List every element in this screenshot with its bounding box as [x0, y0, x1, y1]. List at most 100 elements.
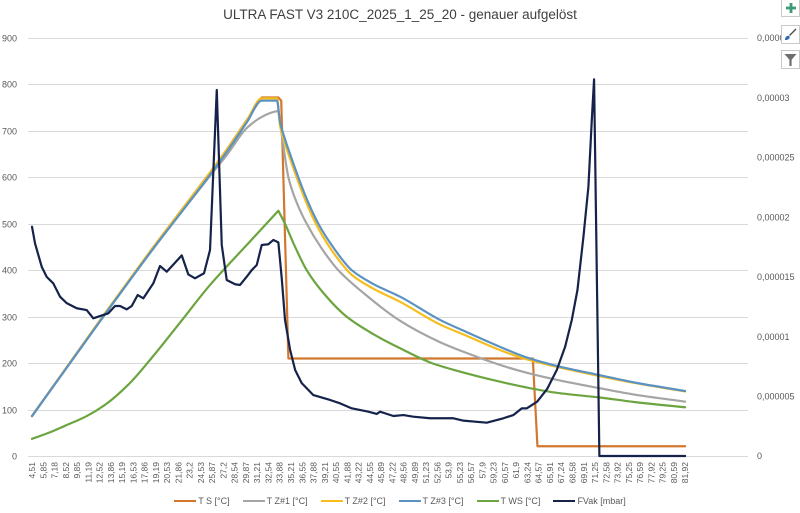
legend-swatch-t-z3 — [398, 500, 421, 502]
x-tick-label: 28,54 — [230, 462, 240, 484]
y-tick-label: 300 — [2, 313, 17, 323]
x-tick-label: 12,52 — [95, 462, 105, 484]
y-tick-label: 500 — [2, 220, 17, 230]
legend-swatch-t-s — [174, 500, 197, 502]
series-line-t-ws[interactable] — [30, 209, 687, 440]
chart-filters-button[interactable] — [781, 50, 800, 69]
y2-tick-label: 0,000015 — [757, 272, 795, 282]
x-tick-label: 17,86 — [140, 462, 150, 484]
x-tick-label: 47,22 — [387, 462, 397, 484]
x-tick-label: 73,92 — [613, 462, 623, 484]
x-tick-label: 40,55 — [331, 462, 341, 484]
x-tick-label: 36,55 — [297, 462, 307, 484]
x-tick-label: 20,53 — [162, 462, 172, 484]
category-x-axis: 4,51 5,85 7,18 8,52 9,85 11,19 12,52 13,86 15,19… — [27, 462, 690, 484]
brush-icon — [785, 28, 797, 41]
legend-item-t-s[interactable]: T S [°C] — [174, 496, 230, 506]
legend-item-t-z2[interactable]: T Z#2 [°C] — [320, 496, 386, 506]
x-tick-label: 5,85 — [38, 462, 48, 479]
x-tick-label: 81,92 — [680, 462, 690, 484]
series-line-t-z1[interactable] — [30, 109, 687, 418]
x-tick-label: 37,88 — [309, 462, 319, 484]
chart-styles-button[interactable] — [781, 25, 800, 44]
legend-item-fvak[interactable]: FVak [mbar] — [553, 496, 626, 506]
x-tick-label: 80,59 — [669, 462, 679, 484]
x-tick-label: 27,2 — [218, 462, 228, 479]
x-tick-label: 51,23 — [421, 462, 431, 484]
gridlines — [28, 38, 748, 457]
series-line-t-s[interactable] — [30, 96, 687, 448]
x-tick-label: 24,53 — [196, 462, 206, 484]
legend-label-t-z1: T Z#1 [°C] — [266, 496, 308, 506]
x-tick-label: 45,89 — [376, 462, 386, 484]
x-tick-label: 59,23 — [489, 462, 499, 484]
x-tick-label: 79,25 — [658, 462, 668, 484]
x-tick-label: 65,91 — [545, 462, 555, 484]
legend-swatch-t-z2 — [320, 500, 343, 502]
x-tick-label: 71,25 — [590, 462, 600, 484]
x-tick-label: 57,9 — [477, 462, 487, 479]
x-tick-label: 9,85 — [72, 462, 82, 479]
x-tick-label: 15,19 — [117, 462, 127, 484]
series-line-t-z2[interactable] — [30, 97, 687, 418]
x-tick-label: 33,88 — [275, 462, 285, 484]
x-tick-label: 39,21 — [320, 462, 330, 484]
y-tick-label: 900 — [2, 34, 17, 44]
series-lines — [30, 78, 687, 458]
x-tick-label: 35,21 — [286, 462, 296, 484]
y2-tick-label: 0,000025 — [757, 153, 795, 163]
x-tick-label: 69,91 — [579, 462, 589, 484]
y-tick-label: 800 — [2, 80, 17, 90]
x-tick-label: 25,87 — [207, 462, 217, 484]
legend-item-t-z1[interactable]: T Z#1 [°C] — [242, 496, 308, 506]
legend-swatch-t-ws — [476, 500, 499, 502]
legend-label-t-ws: T WS [°C] — [500, 496, 541, 506]
legend-item-t-z3[interactable]: T Z#3 [°C] — [398, 496, 464, 506]
x-tick-label: 52,56 — [432, 462, 442, 484]
y-tick-label: 400 — [2, 266, 17, 276]
y-tick-label: 100 — [2, 406, 17, 416]
x-tick-label: 61,9 — [511, 462, 521, 479]
series-line-fvak[interactable] — [30, 78, 687, 458]
secondary-y-axis: 0 0,000005 0,00001 0,000015 0,00002 0,000025 0… — [757, 33, 795, 461]
x-tick-label: 64,57 — [534, 462, 544, 484]
y2-tick-label: 0,00002 — [757, 212, 790, 222]
x-tick-label: 77,92 — [646, 462, 656, 484]
legend-swatch-fvak — [553, 500, 576, 502]
x-tick-label: 16,53 — [128, 462, 138, 484]
legend-item-t-ws[interactable]: T WS [°C] — [476, 496, 541, 506]
x-tick-label: 53,9 — [444, 462, 454, 479]
x-tick-label: 43,22 — [354, 462, 364, 484]
x-tick-label: 44,55 — [365, 462, 375, 484]
x-tick-label: 63,24 — [522, 462, 532, 484]
chart-legend: T S [°C] T Z#1 [°C] T Z#2 [°C] T Z#3 [°C… — [0, 494, 800, 508]
x-tick-label: 68,58 — [568, 462, 578, 484]
y-tick-label: 600 — [2, 173, 17, 183]
chart-elements-button[interactable] — [781, 0, 800, 17]
series-line-t-z3[interactable] — [30, 99, 687, 418]
x-tick-label: 4,51 — [27, 462, 37, 479]
x-tick-label: 21,86 — [173, 462, 183, 484]
legend-label-t-z2: T Z#2 [°C] — [344, 496, 386, 506]
y-tick-label: 0 — [12, 452, 17, 462]
x-tick-label: 49,89 — [410, 462, 420, 484]
legend-label-t-z3: T Z#3 [°C] — [422, 496, 464, 506]
x-tick-label: 72,58 — [601, 462, 611, 484]
y-tick-label: 700 — [2, 127, 17, 137]
x-tick-label: 60,57 — [500, 462, 510, 484]
plus-icon — [785, 2, 796, 13]
x-tick-label: 7,18 — [50, 462, 60, 479]
x-tick-label: 29,87 — [241, 462, 251, 484]
x-tick-label: 55,23 — [455, 462, 465, 484]
x-tick-label: 13,86 — [106, 462, 116, 484]
y2-tick-label: 0,00001 — [757, 332, 790, 342]
y-tick-label: 200 — [2, 359, 17, 369]
x-tick-label: 23,2 — [185, 462, 195, 479]
chart-title: ULTRA FAST V3 210C_2025_1_25_20 - genaue… — [223, 7, 577, 22]
x-tick-label: 75,25 — [624, 462, 634, 484]
y2-tick-label: 0,00003 — [757, 93, 790, 103]
x-tick-label: 19,19 — [151, 462, 161, 484]
legend-label-t-s: T S [°C] — [198, 496, 230, 506]
x-tick-label: 8,52 — [61, 462, 71, 479]
x-tick-label: 67,24 — [556, 462, 566, 484]
